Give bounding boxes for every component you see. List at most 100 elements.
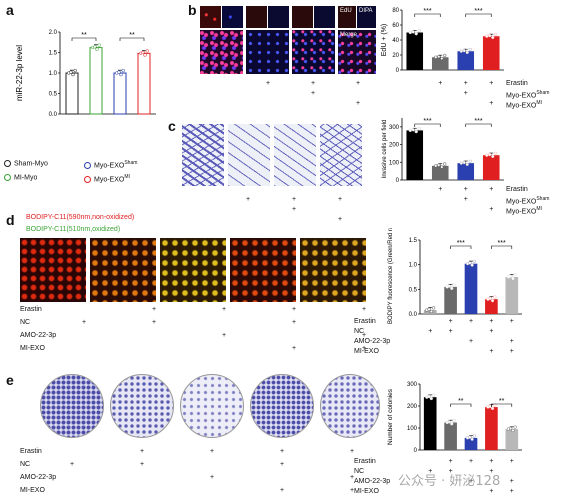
microscopy-merge-tile (292, 30, 335, 74)
condition-mark: + (448, 328, 453, 335)
data-point (493, 295, 497, 299)
data-point (143, 53, 147, 57)
data-point (472, 259, 477, 264)
condition-label: MI-EXO (20, 345, 45, 352)
data-point (95, 47, 99, 51)
condition-mark: + (438, 186, 443, 193)
microscopy-merge-tile: Merge (338, 30, 376, 74)
data-point (490, 299, 495, 303)
y-tick-label: 1.5 (409, 238, 418, 244)
condition-mark: + (350, 487, 355, 494)
condition-mark: + (489, 348, 494, 355)
condition-label: Erastin (20, 306, 42, 313)
bar (505, 277, 519, 314)
condition-mark: + (280, 461, 285, 468)
condition-mark: + (509, 318, 514, 325)
bar (482, 155, 500, 180)
microscopy-tile (268, 6, 289, 28)
condition-mark: + (463, 186, 468, 193)
bodipy-tile (90, 238, 156, 302)
condition-mark: + (448, 458, 453, 465)
condition-label: MI-EXO (354, 348, 379, 355)
y-tick-label: 40 (392, 38, 399, 44)
significance-bracket (450, 245, 472, 249)
condition-label: AMO-22-3p (20, 474, 57, 481)
invasion-tile (320, 124, 362, 186)
condition-mark: + (82, 319, 87, 326)
panel-label-d: d (6, 212, 15, 228)
y-tick-label: 0 (396, 68, 400, 74)
bar (482, 36, 500, 70)
chart-d: 0.0 0.5 1.0 1.5 C11-BODIPY fluorescence (Gre… (388, 228, 522, 324)
condition-label: Myo-EXOSham (506, 196, 550, 206)
data-point (513, 425, 517, 429)
data-point (468, 47, 472, 52)
significance-bracket (450, 403, 472, 407)
data-point (465, 50, 469, 55)
data-point (491, 154, 495, 159)
bodipy-tile (20, 238, 86, 302)
y-tick-label: 0.0 (49, 112, 58, 118)
condition-mark: + (469, 338, 474, 345)
condition-mark: + (509, 478, 514, 485)
data-point (468, 261, 472, 265)
conditions-e: + + + + Erastin + + + NC + + AMO-22-3p + + MI-EXO (354, 458, 566, 502)
data-point (488, 152, 492, 157)
colony-dish (40, 374, 104, 438)
condition-label: MI-EXO (354, 488, 379, 495)
condition-mark: + (469, 318, 474, 325)
bar (137, 52, 151, 115)
data-point (427, 307, 431, 311)
data-point (93, 45, 97, 49)
condition-mark: + (489, 186, 494, 193)
condition-mark: + (362, 306, 367, 313)
data-point (490, 406, 495, 411)
bar (485, 407, 498, 450)
colony-dish (320, 374, 380, 438)
condition-mark: + (222, 332, 227, 339)
data-point (434, 164, 438, 168)
legend-item-sham-myo: Sham-Myo (4, 160, 48, 167)
y-tick-label: 100 (407, 426, 418, 432)
condition-mark: + (280, 487, 285, 494)
bodipy-green-title: BODIPY-C11(510nm,oxidized) (26, 226, 121, 233)
data-point (141, 50, 145, 55)
panel-label-c: c (168, 118, 176, 134)
condition-label: Myo-EXOSham (506, 90, 550, 100)
significance-label: *** (423, 8, 431, 15)
data-point (121, 68, 125, 73)
conditions-c: + + + Erastin + Myo-EXOSham + Myo-EXOMI (380, 186, 566, 226)
data-point (145, 49, 149, 53)
data-point (511, 428, 515, 433)
condition-mark: + (140, 461, 145, 468)
microscopy-tile: EdU (338, 6, 356, 28)
condition-mark: + (362, 332, 367, 339)
data-point (509, 426, 513, 431)
y-axis-label: C11-BODIPY fluorescence (Green/Red ratio… (388, 228, 394, 324)
data-point (485, 153, 489, 157)
significance-bracket (491, 245, 513, 249)
condition-mark: + (469, 478, 474, 485)
bodipy-tile (300, 238, 366, 302)
data-point (459, 49, 463, 53)
y-tick-label: 0.0 (409, 312, 418, 318)
data-point (488, 34, 492, 38)
data-point (408, 30, 412, 35)
condition-label: Erastin (354, 318, 376, 325)
data-point (71, 72, 75, 77)
y-tick-label: 2.0 (49, 30, 58, 36)
condition-mark: + (210, 448, 215, 455)
condition-label: Erastin (506, 80, 528, 87)
data-point (452, 418, 456, 423)
data-point (459, 161, 463, 165)
bar (444, 286, 457, 314)
condition-mark: + (489, 328, 494, 335)
condition-label: NC (354, 468, 365, 475)
panel-label-a: a (6, 2, 14, 18)
significance-bracket (71, 37, 97, 41)
condition-label: MI-EXO (20, 487, 45, 494)
bar (423, 397, 437, 450)
colony-dish-row (40, 374, 380, 442)
condition-mark: + (152, 306, 157, 313)
condition-mark: + (509, 488, 514, 495)
